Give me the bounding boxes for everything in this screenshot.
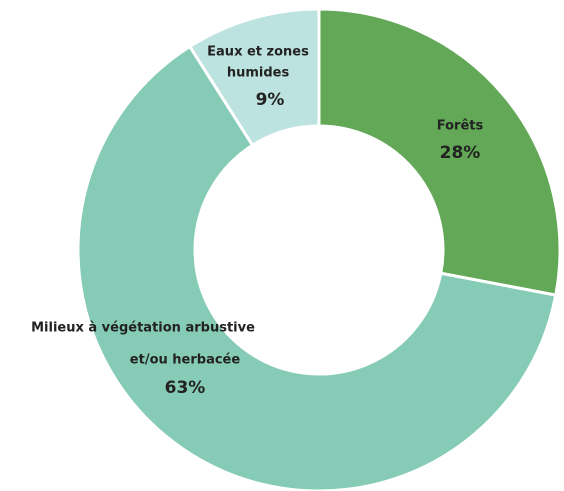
segment-label: Eaux et zones	[207, 45, 309, 60]
donut-segment	[317, 7, 562, 297]
segment-label: Milieux à végétation arbustive	[31, 321, 255, 336]
value-label: 28%	[440, 143, 481, 163]
segment-label: humides	[227, 66, 290, 81]
value-label: 63%	[165, 378, 206, 398]
segment-label: Forêts	[437, 119, 484, 134]
donut-segment	[187, 7, 321, 148]
segment-label: et/ou herbacée	[130, 353, 241, 368]
value-label: 9%	[256, 90, 285, 110]
donut-segment	[76, 44, 558, 491]
